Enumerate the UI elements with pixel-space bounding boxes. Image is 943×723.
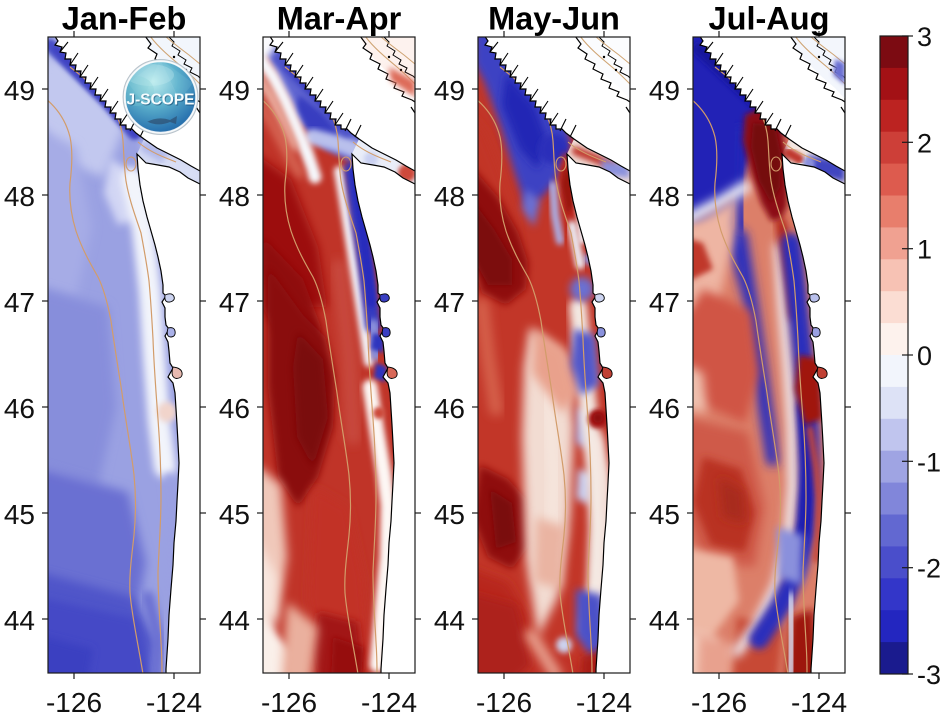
svg-text:44: 44 <box>434 605 465 636</box>
svg-text:44: 44 <box>4 605 35 636</box>
svg-text:-126: -126 <box>476 687 532 718</box>
svg-text:45: 45 <box>649 499 680 530</box>
svg-text:-3: -3 <box>917 660 941 690</box>
svg-text:-124: -124 <box>791 687 847 718</box>
svg-text:49: 49 <box>4 75 35 106</box>
svg-text:Jan-Feb: Jan-Feb <box>62 1 187 37</box>
svg-text:47: 47 <box>219 287 250 318</box>
svg-text:47: 47 <box>4 287 35 318</box>
svg-text:46: 46 <box>434 393 465 424</box>
svg-text:May-Jun: May-Jun <box>488 1 620 37</box>
svg-text:-126: -126 <box>261 687 317 718</box>
svg-text:0: 0 <box>917 341 932 371</box>
svg-text:2: 2 <box>917 128 932 158</box>
svg-text:46: 46 <box>4 393 35 424</box>
svg-text:44: 44 <box>219 605 250 636</box>
svg-text:J-SCOPE: J-SCOPE <box>126 92 194 109</box>
svg-text:-126: -126 <box>46 687 102 718</box>
svg-text:-124: -124 <box>361 687 417 718</box>
svg-text:3: 3 <box>917 22 932 52</box>
svg-text:44: 44 <box>649 605 680 636</box>
svg-text:47: 47 <box>649 287 680 318</box>
svg-text:Mar-Apr: Mar-Apr <box>277 1 402 37</box>
svg-text:J-SCOPE: J-SCOPE <box>127 93 195 110</box>
svg-text:48: 48 <box>649 181 680 212</box>
svg-text:48: 48 <box>434 181 465 212</box>
svg-text:-124: -124 <box>146 687 202 718</box>
svg-text:1: 1 <box>917 235 932 265</box>
svg-text:47: 47 <box>434 287 465 318</box>
svg-text:48: 48 <box>219 181 250 212</box>
svg-text:46: 46 <box>219 393 250 424</box>
svg-text:-124: -124 <box>576 687 632 718</box>
svg-text:48: 48 <box>4 181 35 212</box>
svg-text:46: 46 <box>649 393 680 424</box>
svg-text:-126: -126 <box>691 687 747 718</box>
svg-text:45: 45 <box>434 499 465 530</box>
svg-text:-1: -1 <box>917 447 941 477</box>
svg-text:-2: -2 <box>917 554 941 584</box>
svg-text:49: 49 <box>434 75 465 106</box>
svg-text:45: 45 <box>4 499 35 530</box>
svg-text:49: 49 <box>649 75 680 106</box>
svg-text:Jul-Aug: Jul-Aug <box>709 1 830 37</box>
svg-text:49: 49 <box>219 75 250 106</box>
svg-text:45: 45 <box>219 499 250 530</box>
